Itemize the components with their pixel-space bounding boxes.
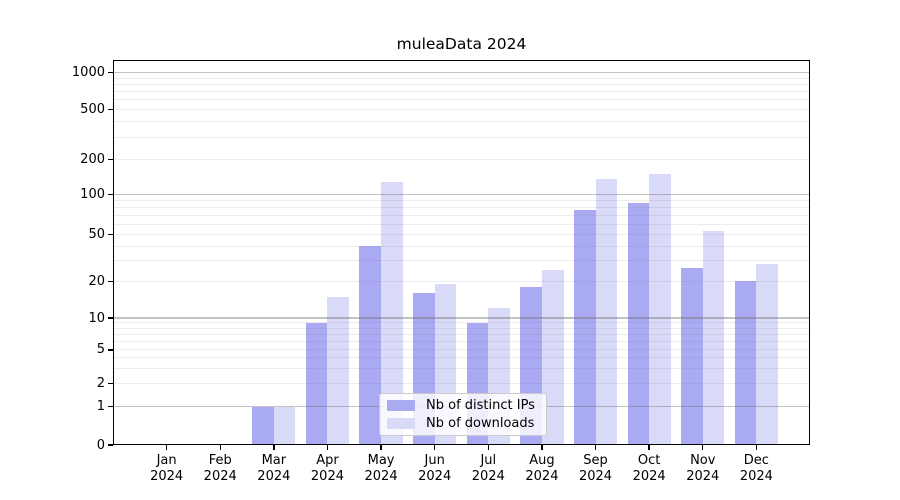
bar-downloads xyxy=(649,173,671,445)
bar-distinct-ips xyxy=(359,246,382,445)
minor-gridline xyxy=(113,260,810,262)
major-gridline xyxy=(113,193,810,196)
bar-distinct-ips xyxy=(305,322,328,445)
minor-gridline xyxy=(113,158,810,160)
x-tick-mark xyxy=(219,445,221,450)
major-gridline xyxy=(113,317,810,319)
x-tick-mark xyxy=(594,445,597,450)
minor-gridline xyxy=(113,357,810,359)
legend-swatch-downloads xyxy=(387,417,415,429)
x-tick-label: Apr 2024 xyxy=(310,453,344,484)
x-tick-label: Jul 2024 xyxy=(471,453,505,484)
legend: Nb of distinct IPs Nb of downloads xyxy=(379,393,547,436)
y-tick-mark xyxy=(108,317,113,319)
y-tick-mark xyxy=(108,108,113,111)
x-tick-label: May 2024 xyxy=(364,453,398,484)
minor-gridline xyxy=(113,280,810,282)
y-tick-label: 1000 xyxy=(71,65,105,81)
legend-label: Nb of distinct IPs xyxy=(426,398,535,414)
minor-gridline xyxy=(113,91,810,93)
x-tick-label: Aug 2024 xyxy=(525,453,559,484)
bar-downloads xyxy=(273,406,296,445)
y-tick-mark xyxy=(108,71,113,74)
bar-distinct-ips xyxy=(681,268,703,445)
y-tick-label: 0 xyxy=(96,437,105,453)
y-tick-label: 500 xyxy=(80,101,105,117)
y-tick-label: 50 xyxy=(88,227,105,243)
legend-label: Nb of downloads xyxy=(426,415,535,431)
x-tick-label: Sep 2024 xyxy=(578,453,613,484)
x-tick-mark xyxy=(326,445,329,450)
x-tick-label: Dec 2024 xyxy=(739,453,773,484)
x-tick-label: Feb 2024 xyxy=(203,453,237,484)
x-tick-label: Nov 2024 xyxy=(686,453,720,484)
major-gridline xyxy=(113,72,810,74)
minor-gridline xyxy=(113,234,810,236)
minor-gridline xyxy=(113,322,810,324)
bar-downloads xyxy=(595,179,618,445)
minor-gridline xyxy=(113,340,810,342)
x-tick-mark xyxy=(273,445,275,450)
minor-gridline xyxy=(113,245,810,247)
y-tick-label: 2 xyxy=(96,375,105,391)
minor-gridline xyxy=(113,108,810,110)
minor-gridline xyxy=(113,367,810,369)
minor-gridline xyxy=(113,200,810,202)
minor-gridline xyxy=(113,77,810,79)
y-tick-label: 100 xyxy=(80,187,105,203)
y-tick-mark xyxy=(108,280,113,283)
y-tick-label: 20 xyxy=(88,273,105,289)
minor-gridline xyxy=(113,349,810,351)
minor-gridline xyxy=(113,223,810,225)
y-tick-mark xyxy=(108,158,113,161)
bar-distinct-ips xyxy=(627,203,650,445)
minor-gridline xyxy=(113,333,810,335)
x-tick-mark xyxy=(648,445,650,450)
x-tick-mark xyxy=(541,445,543,450)
x-tick-mark xyxy=(433,445,436,450)
plot-area: 0 1 2 5 10 20 50 100 200 500 1000 Jan 2024 Feb 2024 Mar… xyxy=(72,60,810,484)
x-tick-mark xyxy=(380,445,382,450)
legend-swatch-distinct-ips xyxy=(387,400,415,412)
y-tick-mark xyxy=(108,444,113,446)
bar-distinct-ips xyxy=(573,210,596,445)
minor-gridline xyxy=(113,382,810,384)
y-tick-mark xyxy=(108,349,113,351)
bar-downloads xyxy=(381,182,403,445)
bar-downloads xyxy=(541,270,564,445)
y-tick-label: 200 xyxy=(80,151,105,167)
x-tick-label: Jun 2024 xyxy=(418,453,452,484)
chart-title: muleaData 2024 xyxy=(396,35,527,53)
x-tick-label: Jan 2024 xyxy=(150,453,184,484)
bar-downloads xyxy=(756,264,778,445)
bar-distinct-ips xyxy=(734,281,757,445)
minor-gridline xyxy=(113,121,810,123)
minor-gridline xyxy=(113,99,810,101)
x-tick-label: Mar 2024 xyxy=(257,453,291,484)
y-tick-mark xyxy=(108,233,113,236)
y-tick-mark xyxy=(108,193,113,196)
legend-item: Nb of distinct IPs xyxy=(387,398,538,413)
minor-gridline xyxy=(113,327,810,329)
minor-gridline xyxy=(113,136,810,138)
x-tick-mark xyxy=(165,445,168,450)
x-tick-mark xyxy=(487,445,489,450)
minor-gridline xyxy=(113,83,810,85)
y-tick-label: 1 xyxy=(96,399,105,415)
legend-item: Nb of downloads xyxy=(387,416,538,431)
bar-downloads xyxy=(702,231,725,445)
minor-gridline xyxy=(113,214,810,216)
bar-downloads xyxy=(327,296,350,445)
y-tick-mark xyxy=(108,405,113,408)
bar-distinct-ips xyxy=(252,406,274,445)
y-tick-mark xyxy=(108,382,113,384)
x-tick-label: Oct 2024 xyxy=(632,453,666,484)
x-tick-mark xyxy=(702,445,704,450)
x-tick-mark xyxy=(755,445,758,450)
y-tick-label: 10 xyxy=(88,310,105,326)
y-tick-label: 5 xyxy=(96,342,105,358)
minor-gridline xyxy=(113,206,810,208)
